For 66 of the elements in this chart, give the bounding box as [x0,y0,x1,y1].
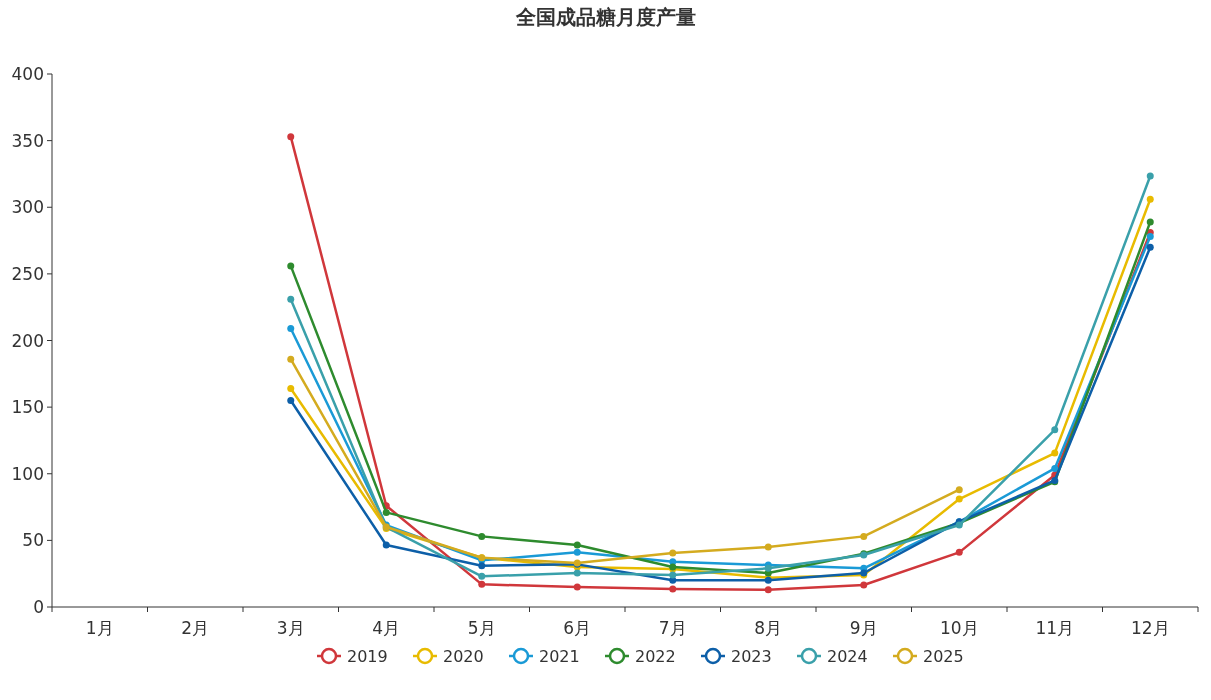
point [860,581,868,589]
y-tick-label: 250 [11,263,44,284]
point [1051,449,1059,457]
point [669,576,677,584]
y-tick-label: 100 [11,463,44,484]
point [478,580,486,588]
point [287,262,295,270]
point [955,548,963,556]
point [573,548,581,556]
point [478,572,486,580]
chart-title: 全国成品糖月度产量 [514,5,696,29]
point [287,355,295,363]
x-tick-label: 3月 [276,618,305,638]
x-tick-label: 6月 [563,618,592,638]
point [382,541,390,549]
point [669,585,677,593]
x-tick-label: 9月 [849,618,878,638]
y-tick-label: 300 [11,197,44,218]
legend-label: 2024 [827,647,868,666]
point [573,583,581,591]
legend-label: 2023 [731,647,772,666]
point [1146,218,1154,226]
x-tick-label: 8月 [754,618,783,638]
point [287,295,295,303]
x-tick-label: 11月 [1035,618,1075,638]
y-tick-label: 400 [11,64,44,84]
point [860,532,868,540]
legend-label: 2019 [347,647,388,666]
point [1146,195,1154,203]
point [669,571,677,579]
point [669,549,677,557]
point [287,396,295,404]
point [573,541,581,549]
legend-label: 2020 [443,647,484,666]
x-tick-label: 5月 [467,618,496,638]
x-tick-label: 2月 [181,618,210,638]
x-tick-label: 12月 [1130,618,1170,638]
point [764,586,772,594]
point [1051,464,1059,472]
point [287,384,295,392]
y-tick-label: 350 [11,130,44,151]
point [287,325,295,333]
point [1146,243,1154,251]
point [1146,233,1154,241]
legend-label: 2022 [635,647,676,666]
point [955,486,963,494]
point [478,562,486,570]
point [1051,426,1059,434]
y-tick-label: 150 [11,397,44,418]
point [573,569,581,577]
point [955,495,963,503]
point [478,532,486,540]
point [382,508,390,516]
y-tick-label: 0 [33,597,44,617]
x-tick-label: 7月 [658,618,687,638]
x-tick-label: 10月 [939,618,979,638]
point [1146,172,1154,180]
point [287,133,295,141]
point [764,543,772,551]
legend-label: 2021 [539,647,580,666]
y-tick-label: 50 [22,530,44,551]
legend-label: 2025 [923,647,964,666]
point [669,558,677,566]
x-tick-label: 4月 [372,618,401,638]
x-tick-label: 1月 [85,618,114,638]
y-tick-label: 200 [11,330,44,351]
